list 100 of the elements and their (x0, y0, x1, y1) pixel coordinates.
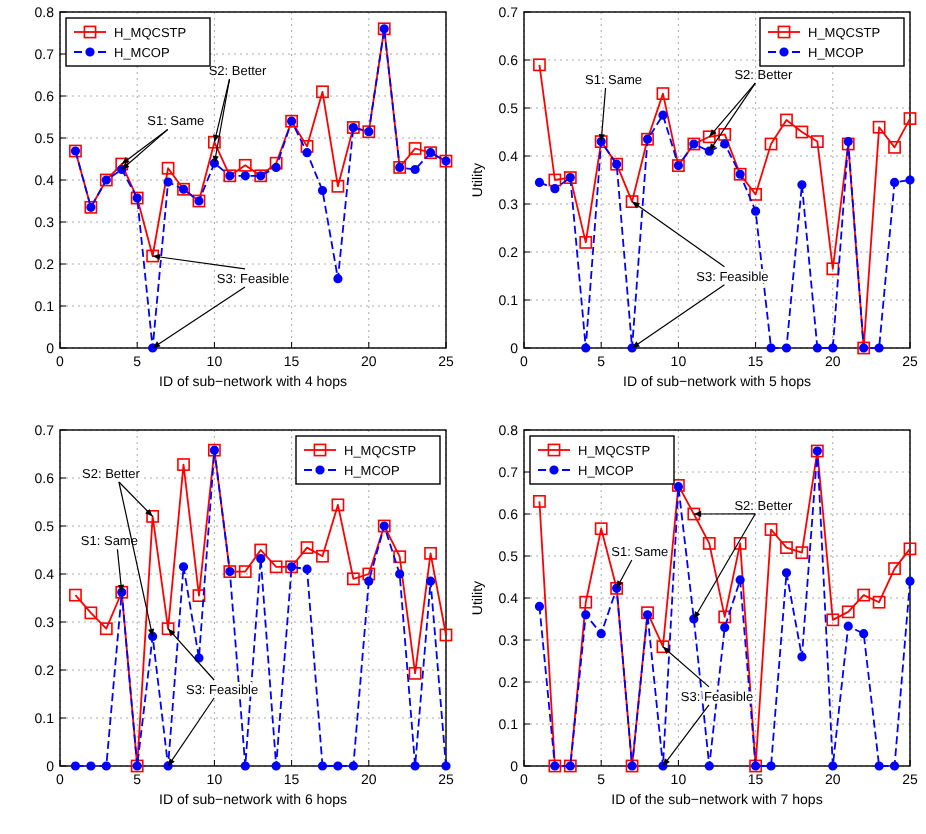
point (300, 541, 314, 554)
point (797, 652, 807, 662)
point (240, 761, 250, 771)
point (872, 595, 886, 609)
point (859, 629, 869, 639)
point (843, 621, 853, 631)
point (687, 507, 701, 521)
point (348, 761, 358, 771)
point (86, 761, 96, 771)
point (302, 564, 312, 574)
point (720, 622, 730, 632)
point (192, 589, 206, 602)
point (812, 343, 822, 353)
point (533, 58, 546, 72)
point (410, 164, 420, 175)
point (238, 565, 252, 578)
point (146, 249, 160, 263)
point (178, 562, 189, 572)
point (797, 180, 807, 190)
point (254, 543, 268, 557)
point (781, 343, 792, 353)
point (316, 85, 329, 99)
point (903, 112, 917, 125)
point (625, 195, 639, 208)
point (889, 761, 900, 771)
point (764, 523, 778, 536)
point (826, 262, 840, 276)
point (69, 588, 82, 602)
point (346, 572, 360, 586)
point (888, 140, 901, 154)
point (550, 184, 560, 194)
point (581, 610, 591, 620)
point (393, 550, 407, 564)
point (161, 622, 175, 636)
point (331, 179, 345, 193)
point (874, 343, 884, 353)
point (596, 629, 606, 639)
point (271, 761, 281, 771)
point (548, 173, 562, 187)
point (115, 157, 129, 171)
point (269, 560, 283, 574)
point (146, 510, 160, 523)
point (533, 495, 546, 508)
point (333, 274, 343, 284)
point (534, 177, 545, 187)
point (718, 128, 732, 141)
point (780, 541, 793, 554)
point (889, 177, 900, 187)
point (364, 576, 374, 586)
point (764, 137, 778, 151)
point (704, 761, 714, 771)
point (316, 549, 329, 563)
point (751, 206, 761, 216)
point (857, 588, 871, 602)
point (84, 606, 98, 620)
point (331, 498, 345, 512)
point (749, 188, 762, 201)
point (269, 156, 283, 170)
point (534, 601, 545, 611)
point (735, 575, 745, 585)
point (271, 162, 281, 172)
point (161, 161, 175, 175)
point (766, 761, 776, 771)
point (872, 120, 886, 134)
point (656, 87, 670, 100)
point (718, 610, 732, 624)
point (333, 761, 343, 771)
point (581, 343, 591, 353)
point (658, 110, 668, 120)
point (874, 761, 884, 771)
point (395, 569, 405, 579)
point (766, 343, 776, 353)
point (408, 666, 422, 680)
point (317, 185, 328, 196)
point (410, 761, 420, 771)
point (70, 761, 81, 771)
point (702, 130, 716, 144)
point (194, 653, 204, 663)
point (903, 542, 917, 556)
point (781, 568, 792, 578)
point (702, 537, 716, 550)
point (795, 546, 809, 560)
point (888, 562, 901, 575)
point (424, 546, 437, 560)
point (256, 554, 266, 564)
point (302, 148, 312, 158)
point (163, 177, 173, 187)
point (795, 125, 809, 139)
point (439, 628, 453, 642)
point (238, 158, 252, 172)
point (300, 140, 314, 153)
point (579, 236, 593, 249)
point (594, 522, 608, 536)
point (425, 576, 436, 586)
point (656, 640, 670, 654)
point (99, 622, 113, 636)
point (826, 613, 840, 627)
point (905, 576, 915, 586)
point (780, 113, 793, 127)
point (362, 567, 376, 581)
